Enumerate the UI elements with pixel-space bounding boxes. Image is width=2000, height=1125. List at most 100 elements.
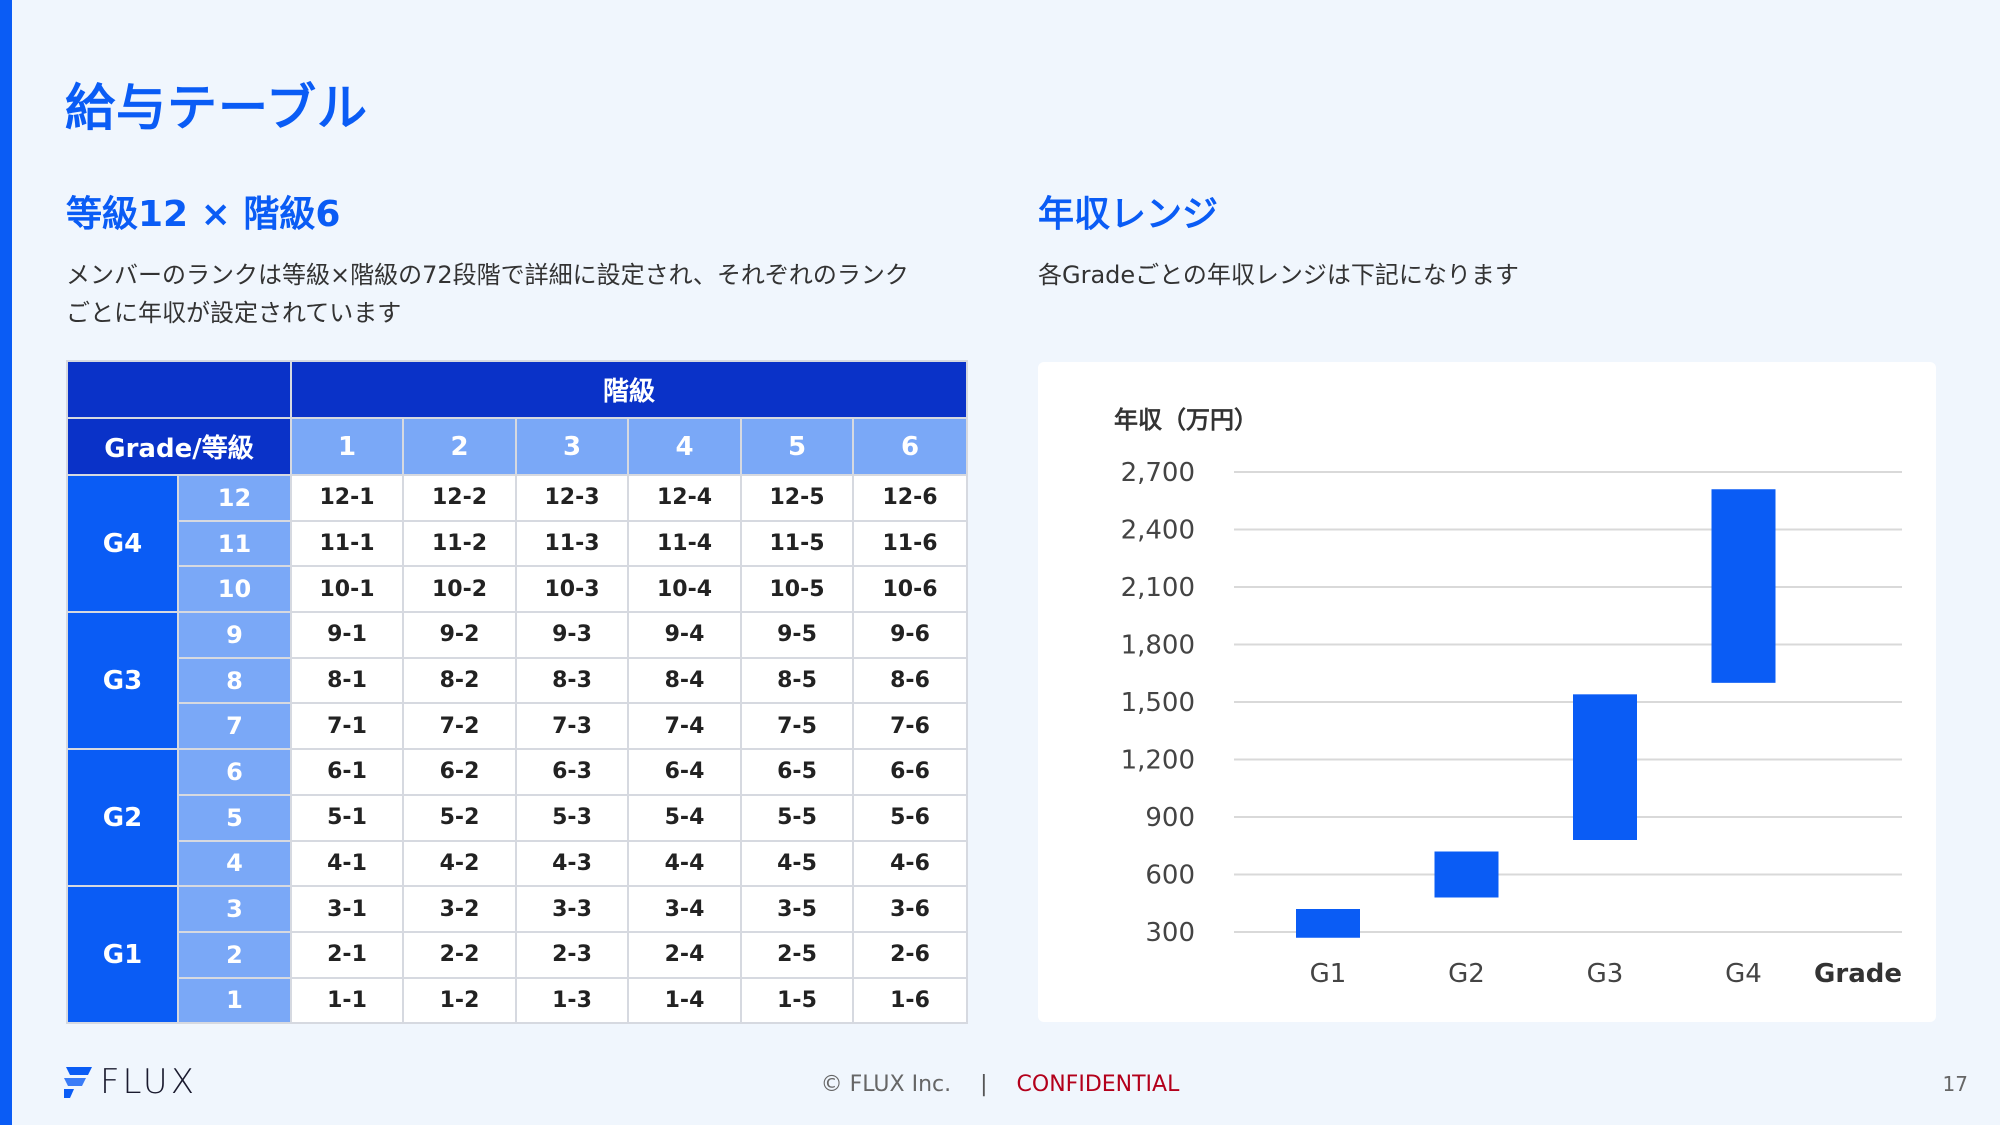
grade-section-title: 等級12 × 階級6	[66, 194, 341, 235]
table-cell: 11-4	[627, 519, 742, 568]
grade-cell: G1	[66, 885, 179, 1025]
rank-cell: 3	[177, 885, 292, 933]
table-cell: 5-5	[740, 793, 854, 842]
table-cell: 9-4	[627, 611, 742, 659]
page-number: 17	[1942, 1072, 1968, 1096]
rank-cell: 4	[177, 839, 292, 888]
description-line-2: ごとに年収が設定されています	[66, 299, 402, 327]
x-axis-label: Grade	[1814, 959, 1902, 989]
column-header: 4	[627, 417, 742, 476]
rank-cell: 6	[177, 748, 292, 796]
column-header: 6	[851, 417, 969, 476]
y-axis-label: 年収（万円）	[1114, 406, 1258, 434]
table-cell: 4-1	[290, 839, 404, 888]
y-tick-label: 2,700	[1121, 458, 1195, 488]
table-cell: 12-6	[851, 474, 969, 522]
table-row: G4 12 12-1 12-2 12-3 12-4 12-5 12-6	[66, 473, 969, 614]
income-range-chart: 年収（万円） 300 600 900 1,200 1,500 1,800 2,100 2,400…	[1114, 406, 1902, 989]
table-cell: 6-5	[740, 748, 854, 796]
table-cell: 7-2	[402, 702, 517, 751]
rank-cell: 1	[177, 976, 292, 1025]
table-cell: 11-3	[515, 519, 629, 568]
table-cell: 2-2	[402, 930, 517, 979]
y-tick-label: 2,100	[1121, 573, 1195, 603]
table-cell: 8-3	[515, 656, 629, 705]
table-cell: 6-3	[515, 748, 629, 796]
table-cell: 8-6	[851, 656, 969, 705]
table-cell: 9-6	[851, 611, 969, 659]
rank-cell: 5	[177, 793, 292, 842]
table-cell: 10-1	[290, 565, 404, 614]
table-row: G1 3 3-1 3-2 3-3 3-4 3-5 3-6	[66, 885, 969, 1025]
table-cell: 3-5	[740, 885, 854, 933]
table-row: 8 8-1 8-2 8-3 8-4 8-5 8-6	[67, 656, 969, 705]
footer-separator: |	[980, 1072, 988, 1097]
column-header: 3	[515, 417, 629, 476]
range-bar	[1434, 851, 1499, 898]
flux-logo: FLUX	[62, 1062, 197, 1102]
footer: © FLUX Inc. | CONFIDENTIAL	[0, 1072, 2000, 1097]
table-cell: 12-4	[627, 474, 742, 522]
table-row: 1 1-1 1-2 1-3 1-4 1-5 1-6	[67, 976, 969, 1025]
table-cell: 1-5	[740, 976, 854, 1025]
grade-section-description: メンバーのランクは等級×階級の72段階で詳細に設定され、それぞれのランク ごとに…	[66, 256, 909, 332]
table-cell: 2-4	[627, 930, 742, 979]
rank-cell: 12	[177, 474, 292, 522]
table-row: 10 10-1 10-2 10-3 10-4 10-5 10-6	[67, 565, 969, 614]
rank-cell: 10	[177, 565, 292, 614]
table-cell: 2-6	[851, 930, 969, 979]
table-cell: 6-4	[627, 748, 742, 796]
table-cell: 5-1	[290, 793, 404, 842]
page-title: 給与テーブル	[65, 79, 368, 137]
y-tick-label: 1,500	[1121, 688, 1195, 718]
table-cell: 3-4	[627, 885, 742, 933]
table-cell: 8-4	[627, 656, 742, 705]
table-column-header-row: Grade/等級 1 2 3 4 5 6	[66, 417, 969, 476]
x-tick-label: G1	[1310, 959, 1347, 989]
grade-cell: G2	[66, 748, 179, 888]
table-cell: 1-2	[402, 976, 517, 1025]
table-cell: 6-2	[402, 748, 517, 796]
table-cell: 7-4	[627, 702, 742, 751]
column-header: 2	[402, 417, 517, 476]
rank-cell: 8	[177, 656, 292, 705]
table-cell: 10-6	[851, 565, 969, 614]
table-cell: 2-5	[740, 930, 854, 979]
table-cell: 8-1	[290, 656, 404, 705]
table-row: 5 5-1 5-2 5-3 5-4 5-5 5-6	[67, 793, 969, 842]
table-cell: 9-5	[740, 611, 854, 659]
table-row: 7 7-1 7-2 7-3 7-4 7-5 7-6	[67, 702, 969, 751]
description-line-1: メンバーのランクは等級×階級の72段階で詳細に設定され、それぞれのランク	[66, 261, 909, 289]
column-header: 5	[740, 417, 854, 476]
table-row: 4 4-1 4-2 4-3 4-4 4-5 4-6	[67, 839, 969, 888]
x-tick-label: G2	[1448, 959, 1485, 989]
salary-grade-table: 階級 Grade/等級 1 2 3 4 5 6 G4 12 12-1 12-2 12-3 12-4 12-5…	[66, 360, 969, 1025]
table-cell: 12-1	[290, 474, 404, 522]
table-cell: 11-1	[290, 519, 404, 568]
income-range-title: 年収レンジ	[1038, 194, 1219, 235]
table-cell: 1-3	[515, 976, 629, 1025]
grade-cell: G4	[66, 473, 179, 614]
table-cell: 10-2	[402, 565, 517, 614]
rank-cell: 2	[177, 930, 292, 979]
rank-cell: 9	[177, 611, 292, 659]
table-row: 2 2-1 2-2 2-3 2-4 2-5 2-6	[67, 930, 969, 979]
range-bar	[1296, 909, 1360, 938]
table-cell: 4-2	[402, 839, 517, 888]
table-cell: 11-5	[740, 519, 854, 568]
table-cell: 5-2	[402, 793, 517, 842]
income-range-description: 各Gradeごとの年収レンジは下記になります	[1038, 261, 1519, 289]
table-row: G3 9 9-1 9-2 9-3 9-4 9-5 9-6	[66, 611, 969, 751]
table-cell: 6-1	[290, 748, 404, 796]
table-cell: 7-5	[740, 702, 854, 751]
table-cell: 1-6	[851, 976, 969, 1025]
column-header: 1	[290, 417, 404, 476]
table-cell: 11-2	[402, 519, 517, 568]
x-tick-label: G4	[1725, 959, 1762, 989]
table-cell: 6-6	[851, 748, 969, 796]
table-cell: 8-5	[740, 656, 854, 705]
rank-cell: 7	[177, 702, 292, 751]
table-cell: 5-4	[627, 793, 742, 842]
table-cell: 7-3	[515, 702, 629, 751]
copyright: © FLUX Inc.	[820, 1072, 952, 1097]
